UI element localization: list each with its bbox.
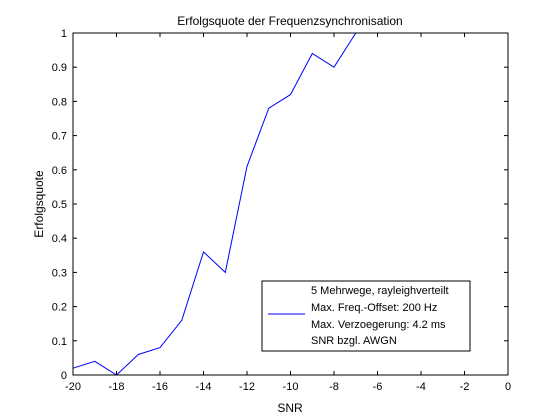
legend-entry-3: Max. Verzoegerung: 4.2 ms [311,319,446,331]
y-tick-label: 0.1 [52,336,67,348]
x-tick-label: -2 [460,381,470,393]
y-tick-label: 0.7 [52,131,67,143]
x-tick-label: -4 [416,381,426,393]
x-tick-label: -12 [239,381,255,393]
legend-entry-4: SNR bzgl. AWGN [311,335,397,347]
y-tick-labels: 0 0.1 0.2 0.3 0.4 0.5 0.6 0.7 0.8 0.9 1 [52,28,67,382]
legend: 5 Mehrwege, rayleighverteilt Max. Freq.-… [261,280,471,352]
data-lines [72,32,357,376]
legend-box [261,280,471,352]
legend-entry-2: Max. Freq.-Offset: 200 Hz [311,302,437,314]
x-tick-label: -6 [373,381,383,393]
y-tick-label: 0.6 [52,165,67,177]
y-tick-label: 0.5 [52,199,67,211]
series-line [72,32,357,376]
legend-entry-1: 5 Mehrwege, rayleighverteilt [311,285,449,297]
x-tick-label: -14 [196,381,212,393]
x-tick-labels: -20 -18 -16 -14 -12 -10 -8 -6 -4 -2 0 [65,381,511,393]
chart-title: Erfolgsquote der Frequenzsynchronisation [177,14,402,28]
y-tick-label: 0.9 [52,62,67,74]
y-axis-label: Erfolgsquote [32,170,46,238]
y-tick-label: 0.2 [52,302,67,314]
y-tick-label: 0.4 [52,233,67,245]
y-tick-label: 0.8 [52,96,67,108]
y-tick-label: 0 [61,370,67,382]
x-tick-label: -10 [283,381,299,393]
y-tick-label: 1 [61,28,67,40]
plot-frame [72,32,509,376]
x-axis-label: SNR [277,401,303,415]
x-tick-label: -16 [152,381,168,393]
x-tick-label: -20 [65,381,81,393]
x-tick-label: -18 [109,381,125,393]
x-tick-label: -8 [329,381,339,393]
x-tick-label: 0 [505,381,511,393]
y-tick-label: 0.3 [52,267,67,279]
